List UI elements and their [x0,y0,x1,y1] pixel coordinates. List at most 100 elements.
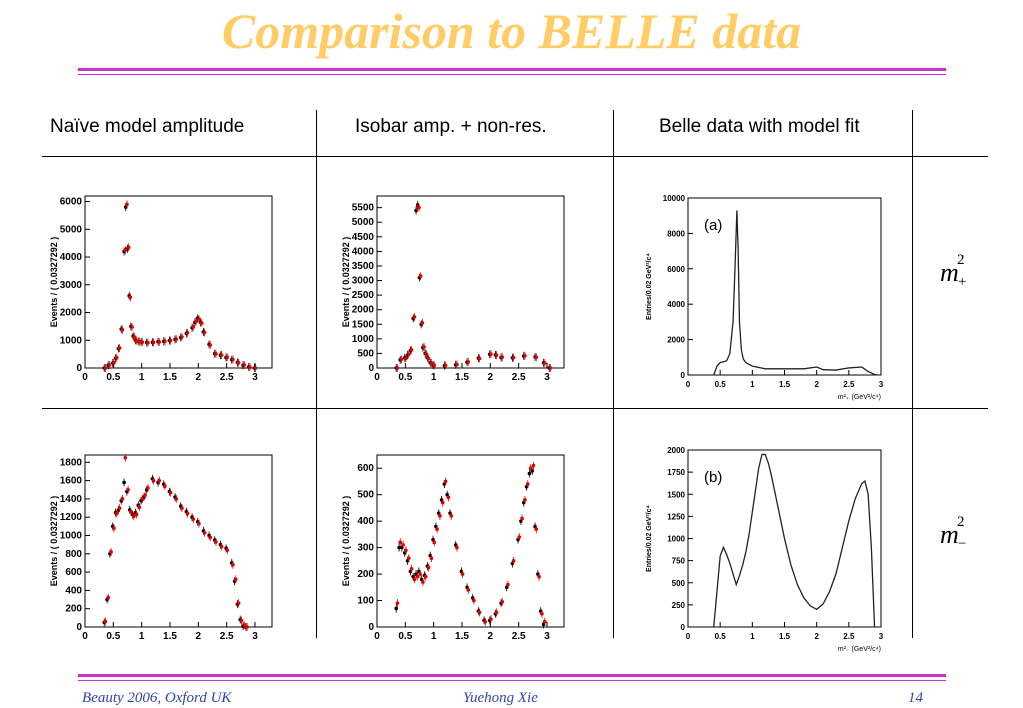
data-point [542,619,547,624]
y-tick-label: 500 [357,490,374,501]
data-point [236,360,241,365]
y-tick-label: 500 [357,348,374,359]
y-tick-label: 5500 [352,203,375,214]
data-point [397,545,401,550]
data-point [117,346,122,350]
y-tick-label: 200 [65,604,82,615]
slide-title: Comparison to BELLE data [221,3,802,59]
y-tick-label: 4000 [60,252,83,263]
x-tick-label: 2.5 [512,372,526,383]
x-tick-label: 1 [431,631,437,642]
data-point [208,535,213,540]
data-point [194,319,198,324]
data-point [494,610,499,615]
table-divider [316,110,317,638]
y-tick-label: 250 [672,601,686,610]
y-tick-label: 1600 [60,476,83,487]
x-tick-label: 0.5 [398,372,412,383]
footer-author: Yuehong Xie [463,690,538,706]
data-point [134,338,139,343]
x-tick-label: 0 [82,372,88,383]
panel-label: (a) [704,217,722,234]
data-point [157,340,162,344]
data-point [123,455,128,460]
data-point [531,463,536,468]
data-point [398,540,403,545]
data-point [225,355,230,359]
plot-frame [376,454,565,628]
data-point [406,556,411,560]
data-point [134,512,139,517]
data-point [477,610,482,615]
data-point [449,514,454,518]
x-tick-label: 3 [252,372,258,383]
data-point [435,527,439,531]
data-point [168,338,173,343]
data-point [548,366,553,370]
data-point [530,469,535,473]
data-point [420,321,425,325]
data-point [239,618,244,623]
data-point [432,540,437,545]
data-point [248,365,252,369]
y-tick-label: 0 [681,623,686,632]
data-point [537,574,541,579]
data-point [412,577,417,582]
column-header-belle: Belle data with model fit [659,116,860,137]
data-point [202,330,207,335]
x-tick-label: 3 [544,372,550,383]
data-point [122,480,126,485]
chart-naive-mminus: 0 0.5 1 1.5 2 2.5 3 0 200 400 600 800 1000 1200 1400 16… [49,453,273,642]
data-point [483,619,488,624]
data-point [168,490,173,495]
y-tick-label: 4500 [352,232,375,243]
data-point [477,356,482,361]
x-tick-label: 1.5 [163,631,177,642]
y-tick-label: 600 [357,463,374,474]
y-tick-label: 4000 [352,246,375,257]
title-rule [78,68,946,71]
table-divider [42,408,988,409]
x-tick-label: 0.5 [106,631,120,642]
x-tick-label: 1 [750,632,755,641]
x-tick-label: 0 [82,631,88,642]
data-point [422,345,426,349]
data-point [214,540,218,544]
data-point [126,245,131,250]
y-tick-label: 400 [357,516,374,527]
data-point [421,580,425,584]
data-point [180,506,184,510]
data-point [120,327,125,332]
y-tick-label: 1000 [60,531,83,542]
table-divider [42,156,988,157]
panel-label: (b) [704,469,722,486]
y-tick-label: 2000 [352,305,375,316]
data-point [146,486,150,490]
data-point [197,521,201,526]
x-tick-label: 0.5 [398,631,412,642]
data-point [245,625,249,629]
data-point [395,601,400,605]
y-tick-label: 3500 [352,261,375,272]
y-tick-label: 10000 [663,194,686,203]
data-point [191,325,196,329]
x-axis-label: m²₊ (GeV²/c⁴) [838,394,881,401]
x-tick-label: 2 [196,372,202,383]
footer-venue: Beauty 2006, Oxford UK [82,690,232,706]
fit-curve [713,210,878,376]
data-point [424,352,429,356]
data-point [242,623,247,627]
x-tick-label: 0.5 [106,372,120,383]
data-point [426,565,431,570]
y-tick-label: 300 [357,543,374,554]
row-label-mminus: m 2− [940,514,967,552]
x-axis-label: m²₋ (GeV²/c⁴) [838,646,881,653]
data-point [163,484,167,488]
y-tick-label: 1500 [667,490,685,499]
y-tick-label: 1750 [667,468,685,477]
data-point [137,339,142,344]
y-tick-label: 2500 [352,290,375,301]
y-tick-label: 0 [76,363,82,374]
x-tick-label: 2.5 [843,632,855,641]
data-point [500,355,505,360]
